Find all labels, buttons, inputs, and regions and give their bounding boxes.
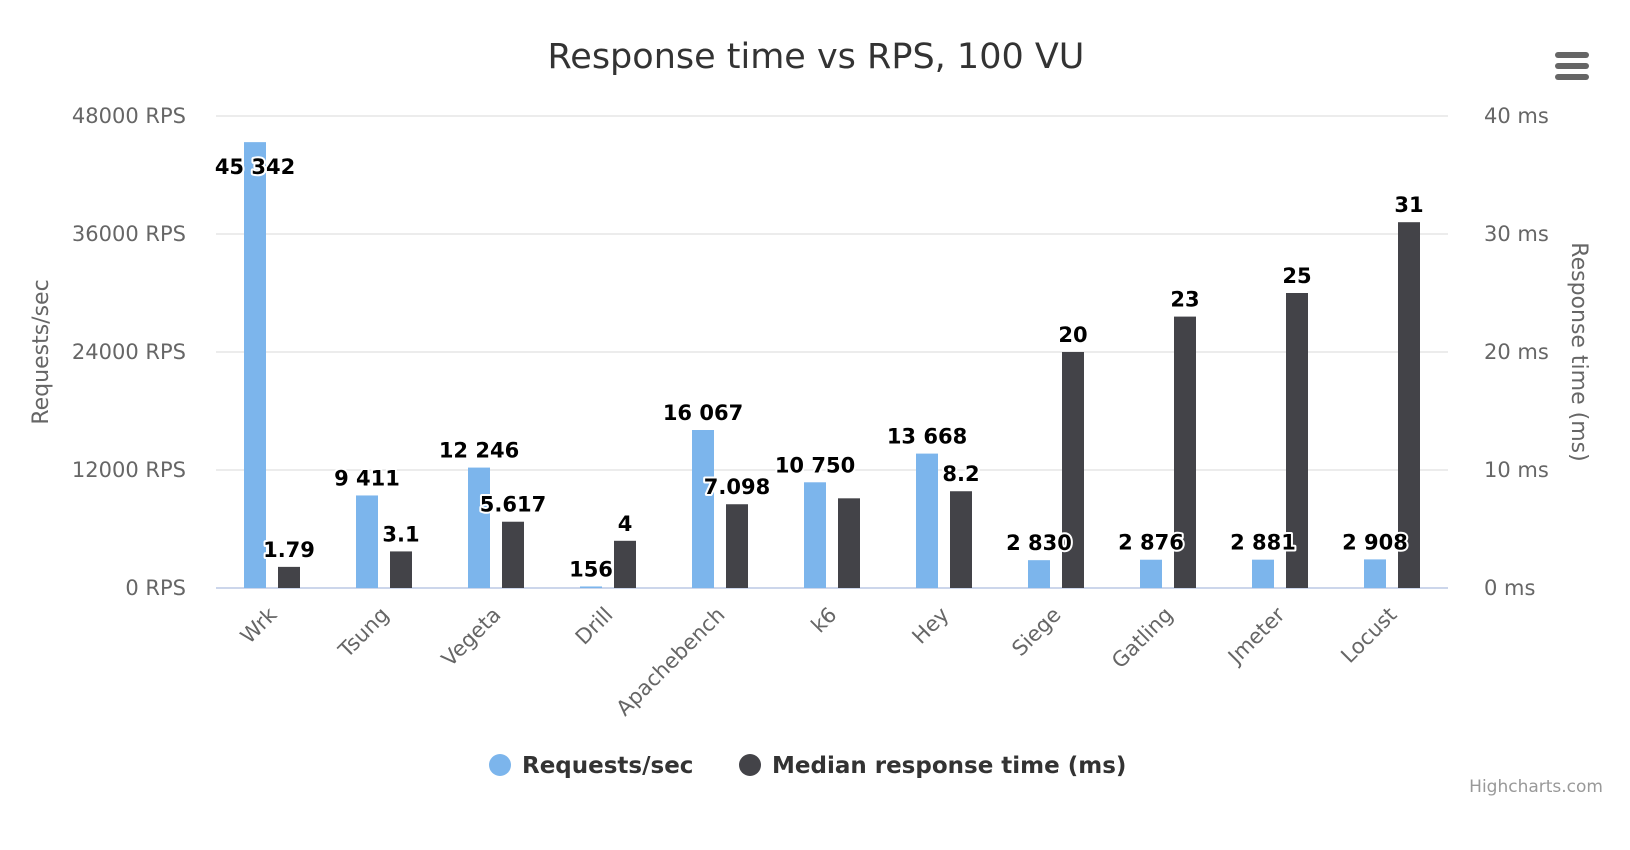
category-label: Locust [1336,603,1401,668]
hamburger-menu-icon [1555,52,1589,80]
legend-item-median-response-time[interactable]: Median response time (ms) [739,753,1126,779]
data-label-requests-per-sec: 156 [569,557,613,581]
category-label: Vegeta [437,603,506,672]
data-label-median-response-time: 1.79 [263,538,315,562]
right-tick-label: 20 ms [1484,340,1549,364]
category-label: Hey [907,603,953,649]
bar-median-response-time[interactable] [502,521,524,588]
bar-median-response-time[interactable] [614,540,636,588]
bars [244,142,1420,588]
bar-requests-per-sec[interactable] [356,495,378,588]
bar-requests-per-sec[interactable] [580,586,602,588]
category-label: Wrk [236,602,282,648]
data-label-median-response-time: 25 [1282,264,1311,288]
bar-median-response-time[interactable] [726,504,748,588]
bar-requests-per-sec[interactable] [1252,559,1274,588]
data-label-requests-per-sec: 12 246 [439,439,519,463]
category-label: k6 [807,603,842,638]
bar-requests-per-sec[interactable] [1364,559,1386,588]
bar-requests-per-sec[interactable] [244,142,266,588]
bar-median-response-time[interactable] [390,551,412,588]
left-tick-label: 0 RPS [125,576,186,600]
bar-median-response-time[interactable] [1398,222,1420,588]
chart-menu-button[interactable] [1550,44,1594,84]
bar-requests-per-sec[interactable] [804,482,826,588]
data-label-median-response-time: 31 [1394,193,1423,217]
category-label: Jmeter [1222,602,1290,670]
data-label-requests-per-sec: 2 881 [1230,531,1296,555]
bar-requests-per-sec[interactable] [692,430,714,588]
legend-marker [489,754,511,776]
data-label-requests-per-sec: 10 750 [775,453,855,477]
bar-requests-per-sec[interactable] [468,467,490,588]
legend-label: Median response time (ms) [772,753,1126,779]
data-label-requests-per-sec: 9 411 [334,466,400,490]
bar-requests-per-sec[interactable] [916,453,938,588]
chart-title: Response time vs RPS, 100 VU [548,37,1085,77]
left-tick-label: 24000 RPS [72,340,186,364]
data-label-requests-per-sec: 2 830 [1006,531,1072,555]
legend: Requests/sec Median response time (ms) [489,753,1126,779]
data-label-median-response-time: 4 [618,512,633,536]
right-tick-label: 40 ms [1484,104,1549,128]
category-label: Siege [1007,603,1065,661]
left-tick-label: 36000 RPS [72,222,186,246]
legend-item-requests-per-sec[interactable]: Requests/sec [489,753,693,779]
data-label-median-response-time: 23 [1170,288,1199,312]
category-label: Drill [571,603,618,650]
legend-label: Requests/sec [522,753,693,779]
data-label-median-response-time: 8.2 [942,462,979,486]
data-label-median-response-time: 3.1 [382,522,419,546]
category-label: Tsung [333,603,393,663]
data-label-requests-per-sec: 2 908 [1342,530,1408,554]
bar-median-response-time[interactable] [1174,316,1196,588]
data-label-median-response-time: 5.617 [480,493,546,517]
data-label-requests-per-sec: 45 342 [215,155,295,179]
left-axis-title: Requests/sec [29,279,54,424]
left-tick-label: 12000 RPS [72,458,186,482]
bar-median-response-time[interactable] [278,566,300,588]
bar-requests-per-sec[interactable] [1028,560,1050,588]
data-label-median-response-time: 20 [1058,323,1087,347]
bar-median-response-time[interactable] [950,491,972,588]
bar-requests-per-sec[interactable] [1140,559,1162,588]
right-axis: 0 ms 10 ms 20 ms 30 ms 40 ms Response time (m… [1484,104,1591,600]
category-label: Apachebench [612,603,730,721]
category-label: Gatling [1107,603,1177,673]
right-tick-label: 10 ms [1484,458,1549,482]
data-label-requests-per-sec: 13 668 [887,425,967,449]
bar-median-response-time[interactable] [1062,352,1084,588]
bar-median-response-time[interactable] [1286,293,1308,588]
right-axis-title: Response time (ms) [1566,242,1591,461]
left-axis: 0 RPS 12000 RPS 24000 RPS 36000 RPS 48000 RP… [29,104,186,600]
data-label-median-response-time: 7.098 [704,475,770,499]
bar-median-response-time[interactable] [838,498,860,588]
data-label-requests-per-sec: 16 067 [663,401,743,425]
left-tick-label: 48000 RPS [72,104,186,128]
right-tick-label: 0 ms [1484,576,1535,600]
right-tick-label: 30 ms [1484,222,1549,246]
credits-link[interactable]: Highcharts.com [1469,777,1603,797]
grid-lines [216,115,1448,589]
legend-marker [739,754,761,776]
data-label-requests-per-sec: 2 876 [1118,531,1184,555]
